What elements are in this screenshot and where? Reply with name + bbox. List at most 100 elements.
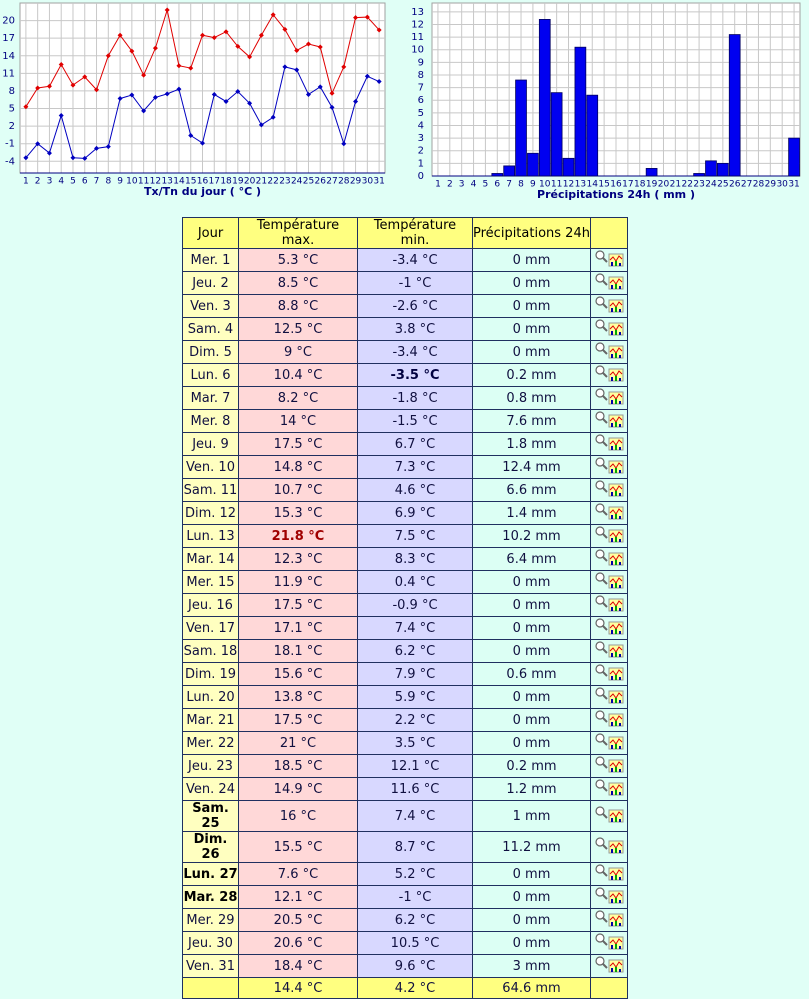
- point: [23, 104, 29, 110]
- cell: -3.4 °C: [357, 248, 473, 272]
- point: [294, 47, 300, 53]
- point: [35, 85, 41, 91]
- cell: 18.1 °C: [238, 639, 358, 663]
- detail-icon[interactable]: [593, 709, 625, 727]
- detail-icon[interactable]: [593, 479, 625, 497]
- cell: Mar. 21: [182, 708, 239, 732]
- detail-icon[interactable]: [593, 886, 625, 904]
- cell: 6.4 mm: [472, 547, 591, 571]
- cell: 18.5 °C: [238, 754, 358, 778]
- day-row: Jeu. 2 8.5 °C -1 °C 0 mm: [182, 271, 628, 295]
- cell: Dim. 26: [182, 831, 239, 863]
- detail-icon[interactable]: [593, 805, 625, 823]
- detail-icon[interactable]: [593, 640, 625, 658]
- detail-icon[interactable]: [593, 863, 625, 881]
- point: [35, 141, 41, 147]
- column-header: Température max.: [238, 217, 358, 249]
- detail-icon[interactable]: [593, 755, 625, 773]
- detail-icon[interactable]: [593, 341, 625, 359]
- x-tick-label: 27: [741, 180, 752, 190]
- day-row: Mer. 29 20.5 °C 6.2 °C 0 mm: [182, 908, 628, 932]
- detail-icon[interactable]: [593, 836, 625, 854]
- cell: -1 °C: [357, 885, 473, 909]
- day-row: Sam. 11 10.7 °C 4.6 °C 6.6 mm: [182, 478, 628, 502]
- detail-icon[interactable]: [593, 410, 625, 428]
- point: [58, 62, 64, 68]
- point: [188, 132, 194, 138]
- x-tick-label: 4: [471, 180, 477, 190]
- column-header: [590, 217, 628, 249]
- point: [305, 91, 311, 97]
- detail-icon[interactable]: [593, 686, 625, 704]
- x-tick-label: 14: [587, 180, 599, 190]
- detail-icon[interactable]: [593, 617, 625, 635]
- icon-cell: [590, 954, 628, 978]
- detail-icon[interactable]: [593, 433, 625, 451]
- detail-icon[interactable]: [593, 295, 625, 313]
- x-tick-label: 13: [161, 177, 172, 187]
- column-header: Jour: [182, 217, 239, 249]
- detail-icon[interactable]: [593, 663, 625, 681]
- detail-icon[interactable]: [593, 456, 625, 474]
- icon-cell: [590, 248, 628, 272]
- y-tick-label: 2: [418, 146, 424, 157]
- day-row: Lun. 6 10.4 °C -3.5 °C 0.2 mm: [182, 363, 628, 387]
- x-tick-label: 18: [220, 177, 232, 187]
- detail-icon[interactable]: [593, 502, 625, 520]
- detail-icon[interactable]: [593, 571, 625, 589]
- detail-icon[interactable]: [593, 955, 625, 973]
- header-row: Jour Température max. Température min. Préc…: [182, 217, 628, 249]
- bar: [788, 137, 800, 177]
- cell: Lun. 27: [182, 862, 239, 886]
- detail-icon[interactable]: [593, 778, 625, 796]
- bar: [562, 157, 575, 177]
- detail-icon[interactable]: [593, 387, 625, 405]
- cell: 5.9 °C: [357, 685, 473, 709]
- bar: [717, 162, 729, 177]
- cell: 3 mm: [472, 954, 591, 978]
- point: [58, 113, 64, 119]
- cell: -1 °C: [357, 271, 473, 295]
- x-tick-label: 22: [681, 180, 692, 190]
- detail-icon[interactable]: [593, 272, 625, 290]
- detail-icon[interactable]: [593, 909, 625, 927]
- point: [105, 53, 111, 59]
- detail-icon[interactable]: [593, 548, 625, 566]
- cell: 0 mm: [472, 616, 591, 640]
- cell: 6.6 mm: [472, 478, 591, 502]
- detail-icon[interactable]: [593, 249, 625, 267]
- cell: Ven. 17: [182, 616, 239, 640]
- x-tick-label: 20: [658, 180, 670, 190]
- cell: 20.6 °C: [238, 931, 358, 955]
- detail-icon[interactable]: [593, 364, 625, 382]
- cell: 17.5 °C: [238, 593, 358, 617]
- point: [46, 83, 52, 89]
- icon-cell: [590, 294, 628, 318]
- day-row: Dim. 12 15.3 °C 6.9 °C 1.4 mm: [182, 501, 628, 525]
- cell: Ven. 10: [182, 455, 239, 479]
- cell: 0 mm: [472, 271, 591, 295]
- detail-icon[interactable]: [593, 932, 625, 950]
- detail-icon[interactable]: [593, 594, 625, 612]
- bar: [728, 34, 741, 177]
- detail-icon[interactable]: [593, 732, 625, 750]
- point: [188, 65, 194, 71]
- cell: [182, 977, 239, 999]
- detail-icon[interactable]: [593, 318, 625, 336]
- detail-icon[interactable]: [593, 525, 625, 543]
- cell: 5.2 °C: [357, 862, 473, 886]
- point: [341, 64, 347, 70]
- icon-cell: [590, 455, 628, 479]
- cell: -1.5 °C: [357, 409, 473, 433]
- point: [211, 91, 217, 97]
- cell: 12.1 °C: [357, 754, 473, 778]
- y-tick-label: 13: [411, 7, 424, 18]
- cell: Jeu. 16: [182, 593, 239, 617]
- bar: [538, 19, 551, 177]
- bar: [586, 94, 599, 177]
- x-tick-label: 11: [551, 180, 562, 190]
- x-tick-label: 24: [705, 180, 717, 190]
- cell: 0.4 °C: [357, 570, 473, 594]
- day-row: Mar. 14 12.3 °C 8.3 °C 6.4 mm: [182, 547, 628, 571]
